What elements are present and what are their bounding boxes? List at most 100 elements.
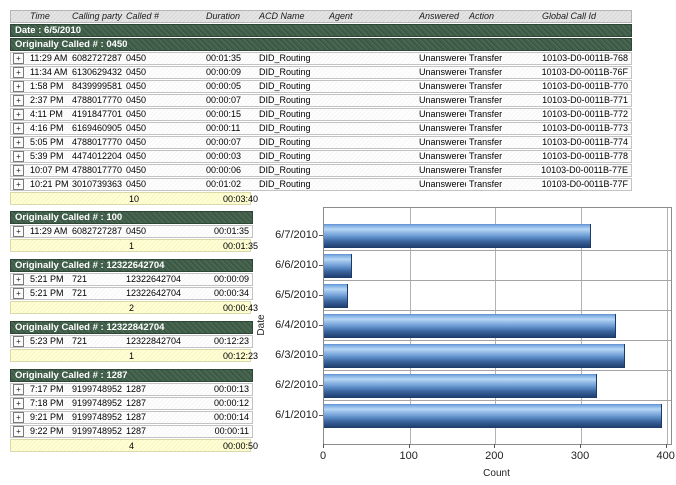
called-group-label: Originally Called # : 1287: [15, 370, 128, 381]
x-axis-tick: [494, 444, 496, 448]
expand-row-button[interactable]: +: [13, 109, 24, 120]
cell-global-call-id: 10103-D0-0011B-772: [542, 109, 628, 119]
expand-row-button[interactable]: +: [13, 53, 24, 64]
cell-acd-name: DID_Routing: [259, 53, 311, 63]
expand-row-button[interactable]: +: [13, 336, 24, 347]
call-row: +1:58 PM 8439999581 0450 00:00:05 DID_Routin…: [10, 80, 632, 93]
called-group-band: Originally Called # : 12322842704: [10, 321, 253, 334]
called-group-section: Originally Called # : 1287 +7:17 PM 919974…: [10, 369, 258, 452]
group-summary-row: 1 00:01:35: [10, 239, 258, 252]
cell-duration: 00:00:13: [213, 384, 249, 394]
called-group-section: Originally Called # : 12322642704 +5:21 P…: [10, 259, 258, 314]
called-group-band: Originally Called # : 1287: [10, 369, 253, 382]
y-axis-tick: [319, 325, 323, 326]
summary-total-duration: 00:03:40: [222, 193, 258, 204]
expand-row-button[interactable]: +: [13, 274, 24, 285]
cell-answered: Unanswered: [419, 53, 466, 63]
table-header-row: Time Calling party #Called # Duration ACD N…: [10, 10, 632, 23]
cell-calling-party: 9199748952: [72, 398, 123, 408]
cell-duration: 00:01:35: [206, 53, 242, 63]
called-group-label: Originally Called # : 100: [15, 212, 123, 223]
cell-acd-name: DID_Routing: [259, 95, 311, 105]
called-group-band: Originally Called # : 100: [10, 211, 253, 224]
expand-cell: +: [11, 288, 27, 299]
cell-global-call-id: 10103-D0-0011B-773: [542, 123, 628, 133]
cell-called: 0450: [126, 123, 147, 133]
cell-acd-name: DID_Routing: [259, 67, 311, 77]
cell-answered: Unanswered: [419, 151, 466, 161]
cell-global-call-id: 10103-D0-0011B-771: [542, 95, 628, 105]
col-header-duration: Duration: [206, 11, 241, 21]
col-header-time: Time: [30, 11, 50, 21]
expand-row-button[interactable]: +: [13, 67, 24, 78]
cell-calling-party: 4474012204: [72, 151, 123, 161]
cell-duration: 00:01:35: [213, 226, 249, 236]
cell-calling-party: 4788017770: [72, 165, 123, 175]
cell-called: 0450: [126, 53, 147, 63]
y-axis-tick-label: 6/4/2010: [275, 319, 318, 331]
expand-row-button[interactable]: +: [13, 288, 24, 299]
col-header-answered: Answered: [419, 11, 460, 21]
call-row: +9:22 PM 9199748952 1287 00:00:11: [10, 425, 253, 438]
cell-called: 12322642704: [126, 288, 182, 298]
cell-duration: 00:00:06: [206, 165, 242, 175]
cell-action: Transfer: [469, 179, 503, 189]
cell-global-call-id: 10103-D0-0011B-77E: [541, 165, 628, 175]
cell-answered: Unanswered: [419, 165, 466, 175]
expand-cell: +: [11, 151, 27, 162]
cell-duration: 00:00:34: [213, 288, 249, 298]
called-group-label: Originally Called # : 12322842704: [15, 322, 165, 333]
cell-calling-party: 6082727287: [72, 226, 123, 236]
cell-called: 1287: [126, 384, 147, 394]
cell-duration: 00:00:07: [206, 95, 242, 105]
cell-time: 10:07 PM: [30, 165, 69, 175]
expand-row-button[interactable]: +: [13, 179, 24, 190]
expand-row-button[interactable]: +: [13, 151, 24, 162]
expand-row-button[interactable]: +: [13, 426, 24, 437]
cell-acd-name: DID_Routing: [259, 165, 311, 175]
cell-action: Transfer: [469, 81, 503, 91]
expand-row-button[interactable]: +: [13, 165, 24, 176]
x-axis-tick: [580, 444, 582, 448]
cell-calling-party: 4788017770: [72, 137, 123, 147]
cell-global-call-id: 10103-D0-0011B-770: [542, 81, 628, 91]
cell-called: 0450: [126, 226, 147, 236]
expand-row-button[interactable]: +: [13, 384, 24, 395]
cell-called: 0450: [126, 179, 147, 189]
chart-bar-rows: [324, 208, 671, 444]
expand-cell: +: [11, 179, 27, 190]
cell-calling-party: 6082727287: [72, 53, 123, 63]
col-header-global-call-id: Global Call Id: [542, 11, 597, 21]
expand-row-button[interactable]: +: [13, 398, 24, 409]
cell-time: 5:39 PM: [30, 151, 64, 161]
cell-acd-name: DID_Routing: [259, 137, 311, 147]
cell-duration: 00:00:11: [214, 426, 249, 436]
expand-row-button[interactable]: +: [13, 412, 24, 423]
col-header-calling-party: Calling party #: [72, 11, 123, 21]
col-header-acd-name: ACD Name: [259, 11, 305, 21]
cell-called: 1287: [126, 412, 147, 422]
cell-calling-party: 9199748952: [72, 412, 123, 422]
cell-time: 5:21 PM: [30, 274, 64, 284]
cell-answered: Unanswered: [419, 179, 466, 189]
cell-calling-party: 721: [72, 288, 88, 298]
cell-time: 11:29 AM: [30, 53, 68, 63]
call-row: +2:37 PM 4788017770 0450 00:00:07 DID_Routin…: [10, 94, 632, 107]
expand-row-button[interactable]: +: [13, 137, 24, 148]
summary-call-count: 4: [129, 440, 135, 451]
expand-row-button[interactable]: +: [13, 81, 24, 92]
cell-time: 9:21 PM: [30, 412, 64, 422]
expand-cell: +: [11, 109, 27, 120]
chart-category-row: [324, 251, 671, 281]
call-row: +4:11 PM 4191847701 0450 00:00:15 DID_Routin…: [10, 108, 632, 121]
expand-row-button[interactable]: +: [13, 226, 24, 237]
col-header-agent: Agent: [329, 11, 353, 21]
summary-total-duration: 00:01:35: [222, 240, 258, 251]
call-row: +11:29 AM 6082727287 0450 00:01:35 DID_Routi…: [10, 52, 632, 65]
cell-called: 0450: [126, 109, 147, 119]
gridline-x: [666, 208, 668, 444]
expand-row-button[interactable]: +: [13, 123, 24, 134]
expand-row-button[interactable]: +: [13, 95, 24, 106]
call-row: +7:17 PM 9199748952 1287 00:00:13: [10, 383, 253, 396]
cell-time: 4:11 PM: [30, 109, 63, 119]
